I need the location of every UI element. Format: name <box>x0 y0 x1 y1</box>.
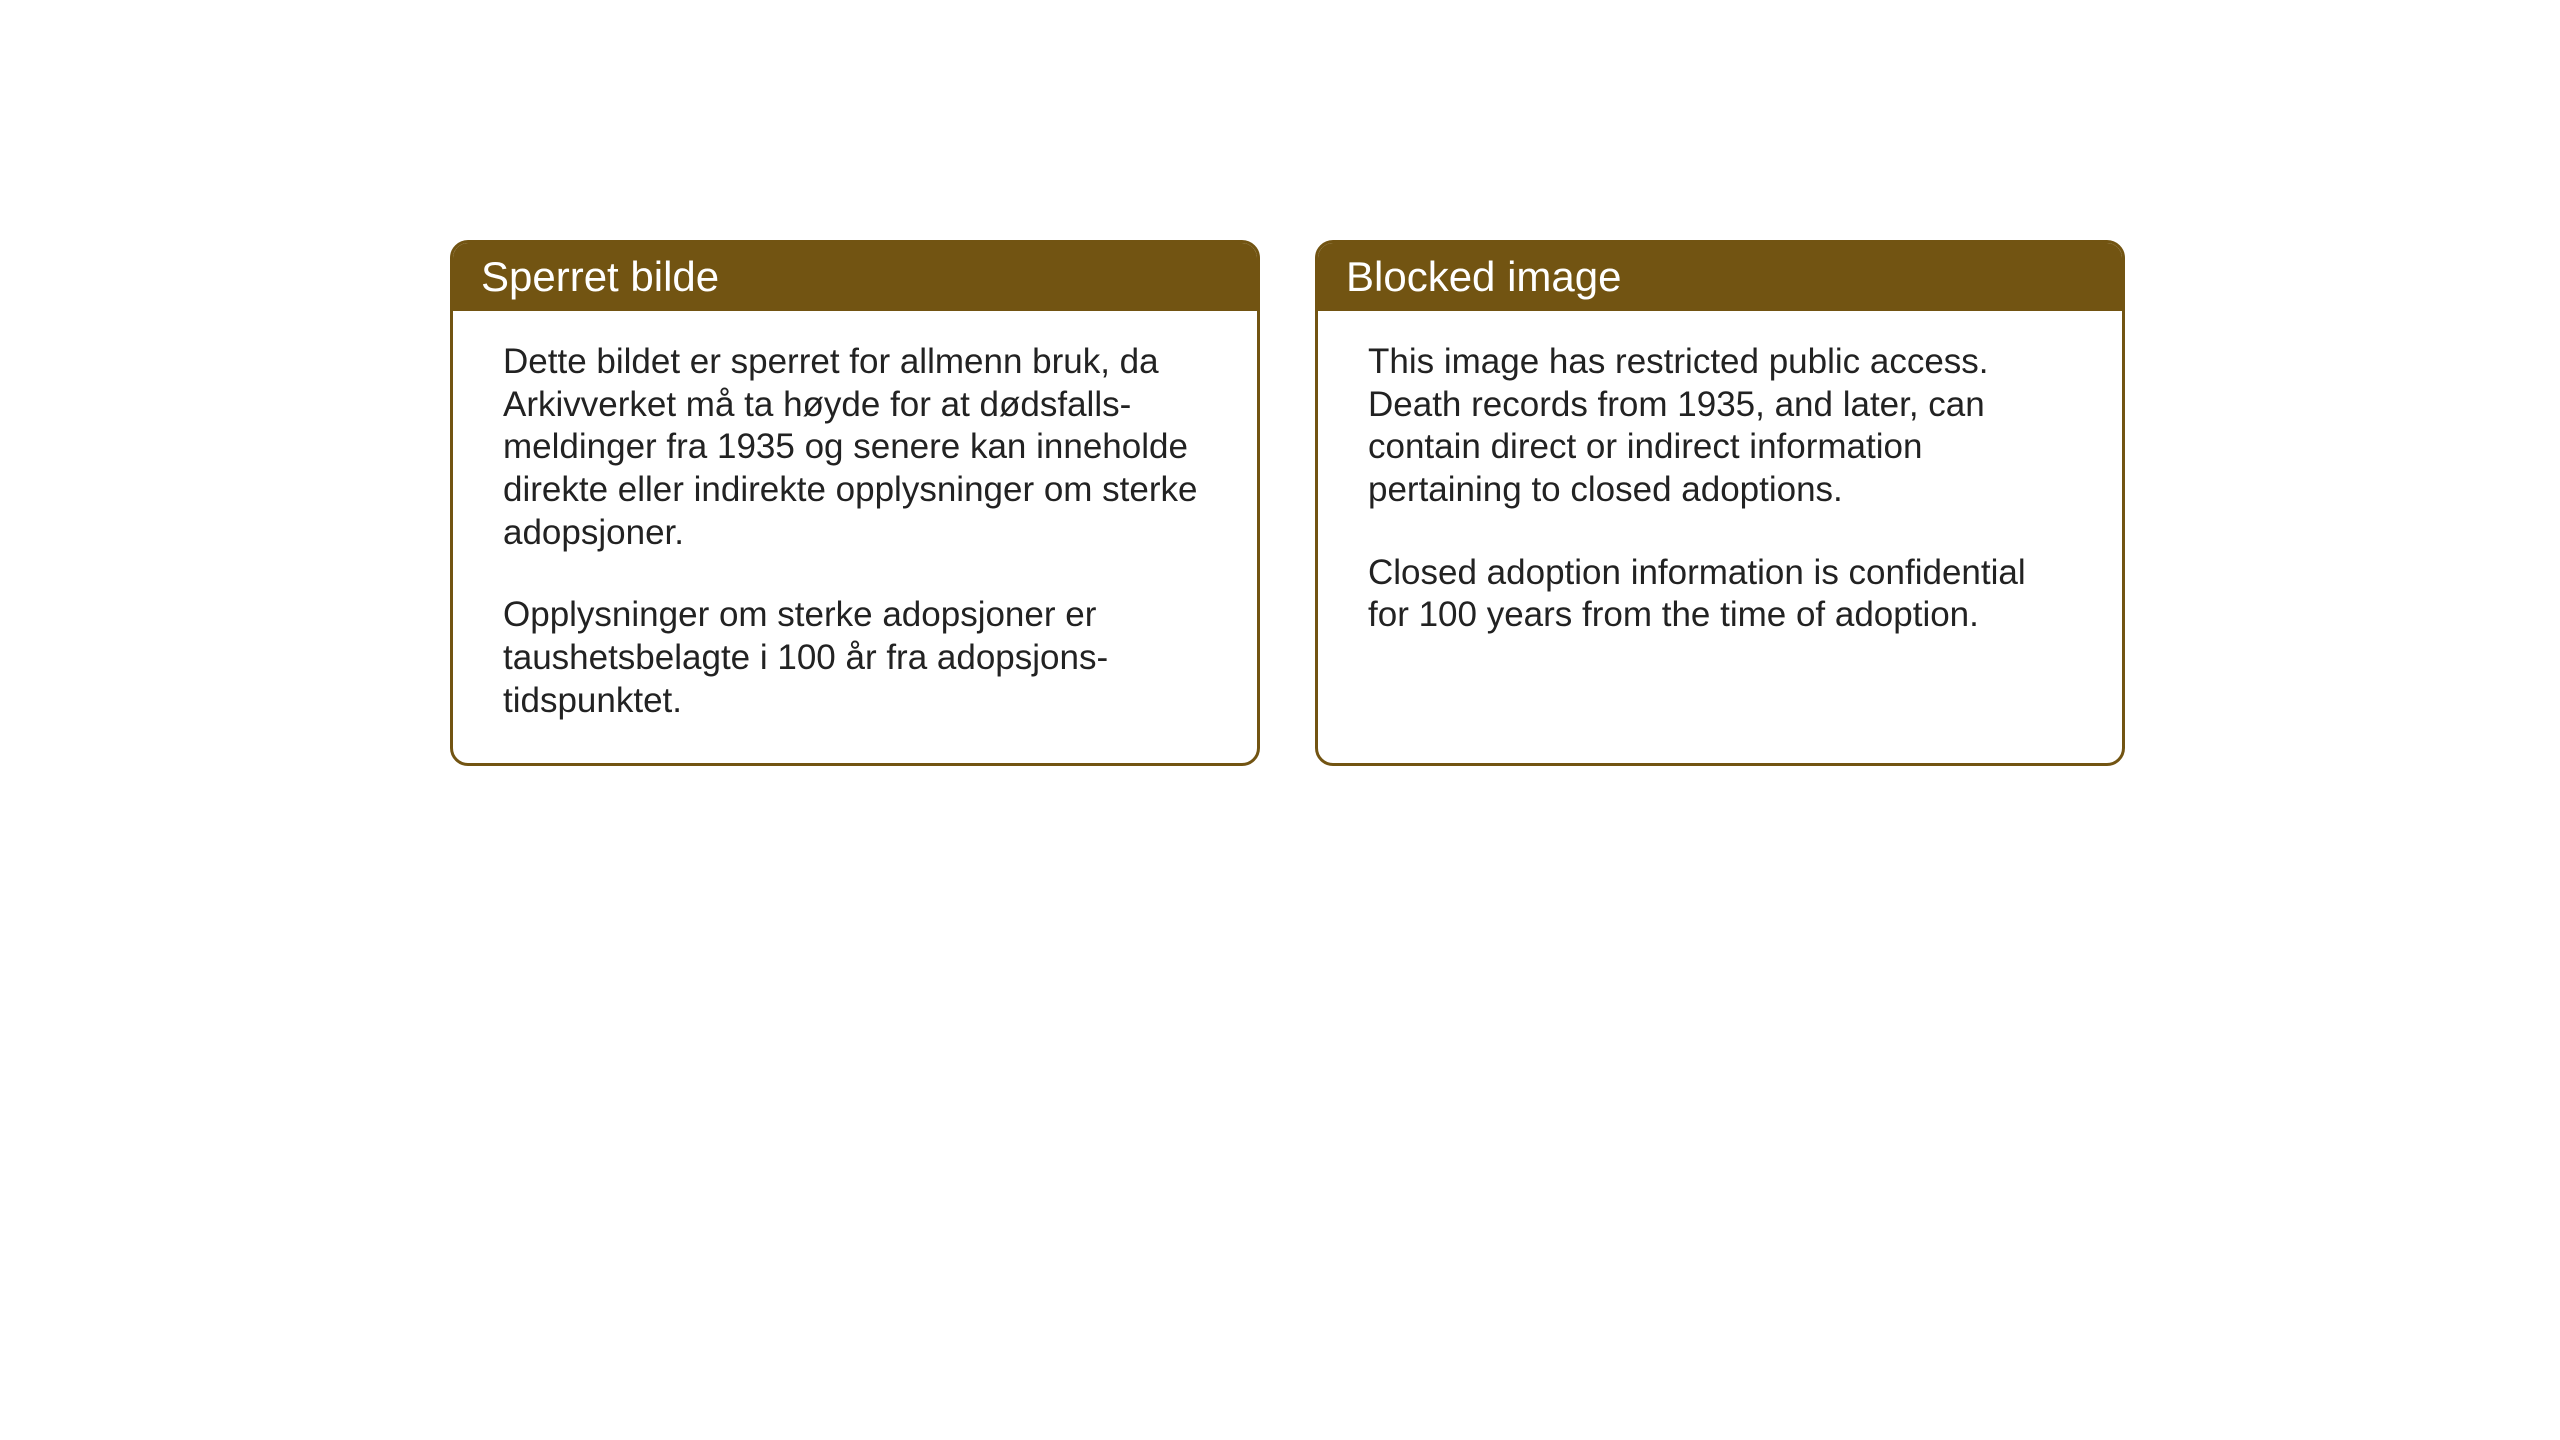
norwegian-paragraph-1: Dette bildet er sperret for allmenn bruk… <box>503 341 1207 554</box>
english-paragraph-2: Closed adoption information is confident… <box>1368 552 2072 637</box>
norwegian-paragraph-2: Opplysninger om sterke adopsjoner er tau… <box>503 594 1207 722</box>
norwegian-notice-card: Sperret bilde Dette bildet er sperret fo… <box>450 240 1260 766</box>
english-card-body: This image has restricted public access.… <box>1318 311 2122 677</box>
notice-container: Sperret bilde Dette bildet er sperret fo… <box>450 240 2125 766</box>
english-card-title: Blocked image <box>1318 243 2122 311</box>
norwegian-card-title: Sperret bilde <box>453 243 1257 311</box>
english-notice-card: Blocked image This image has restricted … <box>1315 240 2125 766</box>
english-paragraph-1: This image has restricted public access.… <box>1368 341 2072 512</box>
norwegian-card-body: Dette bildet er sperret for allmenn bruk… <box>453 311 1257 763</box>
